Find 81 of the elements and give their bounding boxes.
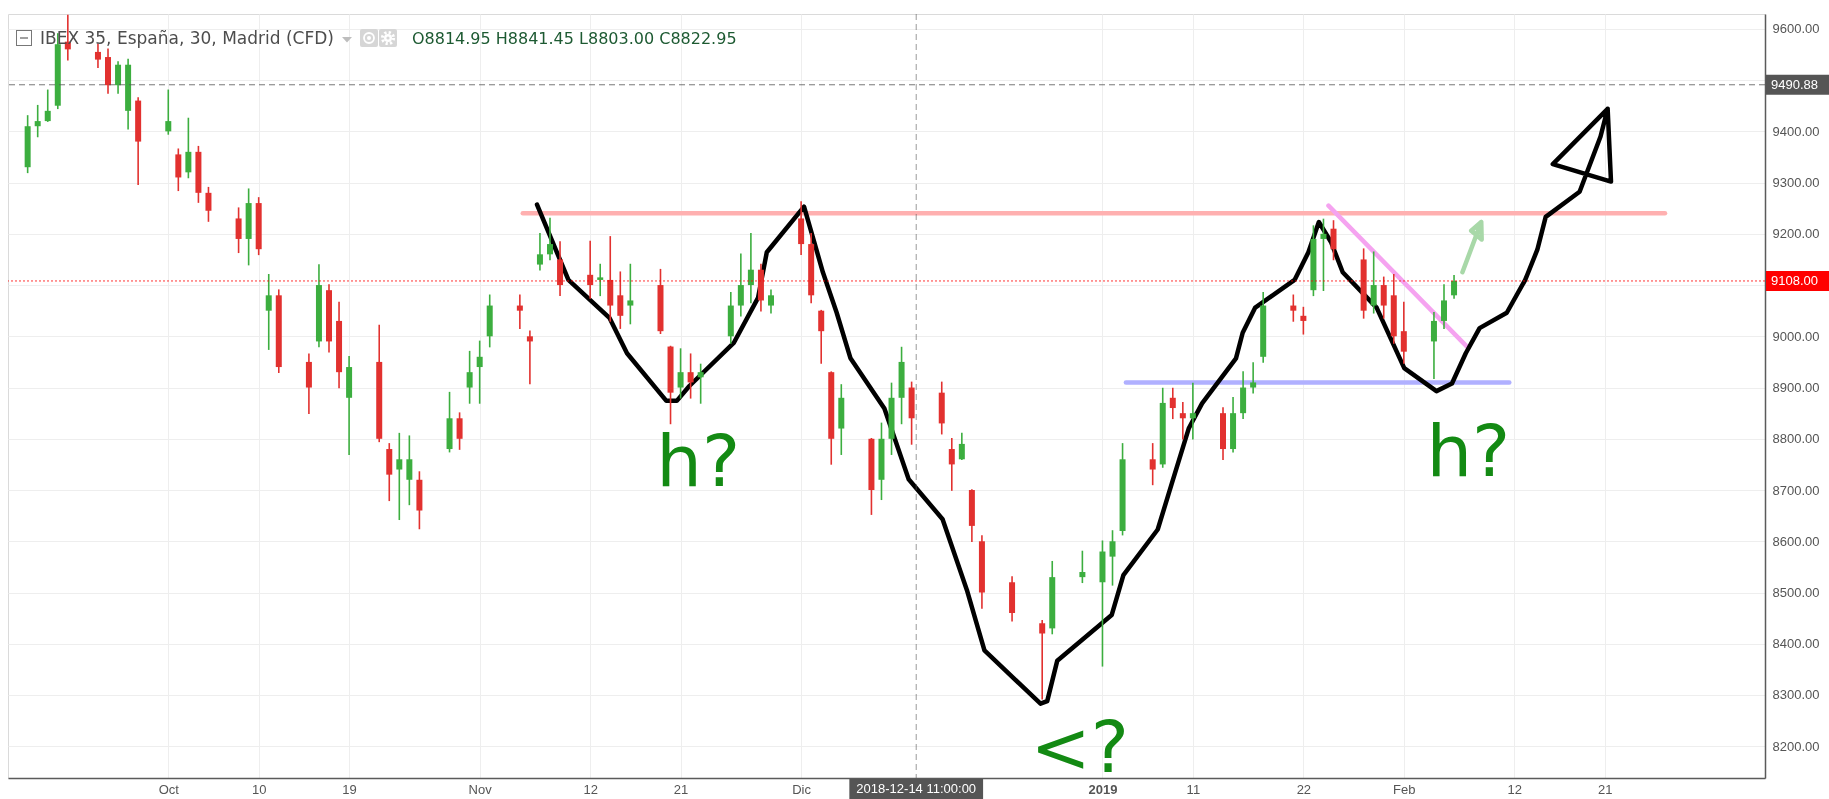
x-tick-label: 21 <box>1597 781 1613 797</box>
x-tick-label: Dic <box>792 781 812 797</box>
candlestick <box>205 186 212 222</box>
candlestick <box>747 233 754 304</box>
candlestick <box>1330 220 1337 261</box>
candlestick <box>1250 362 1257 394</box>
candlestick <box>687 353 694 399</box>
x-tick-label: 12 <box>1507 781 1523 797</box>
candlestick <box>1039 619 1046 700</box>
x-tick-label: 21 <box>673 781 689 797</box>
ref-line-label: 9490.88 <box>1771 76 1818 92</box>
y-tick-label: 9000.00 <box>1772 328 1820 344</box>
candlestick <box>818 309 825 364</box>
line-series <box>1460 219 1484 275</box>
x-tick-label: 22 <box>1296 781 1312 797</box>
candlestick <box>948 437 955 491</box>
candlestick <box>1451 275 1458 299</box>
y-tick-label: 8900.00 <box>1772 380 1820 396</box>
candlestick <box>1300 306 1307 335</box>
y-tick-label: 8200.00 <box>1772 738 1820 754</box>
x-tick-label: Oct <box>158 781 180 797</box>
x-tick-label: 11 <box>1186 781 1201 797</box>
candlestick <box>44 89 51 122</box>
candlestick <box>1109 530 1116 586</box>
candlestick <box>677 348 684 399</box>
y-tick-label: 8500.00 <box>1772 585 1820 601</box>
y-tick-label: 9200.00 <box>1772 226 1820 242</box>
candlestick <box>235 207 242 254</box>
candlestick <box>1430 311 1437 380</box>
candlestick <box>34 104 41 138</box>
candlestick <box>526 330 533 385</box>
y-tick-label: 8600.00 <box>1772 533 1820 549</box>
y-tick-label: 8700.00 <box>1772 482 1820 498</box>
candlestick <box>476 340 483 404</box>
candlestick <box>1179 402 1186 440</box>
candlestick <box>1441 284 1447 329</box>
candlestick <box>1380 276 1387 319</box>
candlestick <box>737 253 744 317</box>
y-tick-label: 9300.00 <box>1772 175 1820 191</box>
y-tick-label: 8300.00 <box>1772 687 1820 703</box>
candlestick <box>466 350 473 404</box>
candlestick <box>767 289 774 314</box>
y-tick-label: 9600.00 <box>1772 21 1820 37</box>
candlestick <box>958 432 965 461</box>
x-tick-label: Nov <box>468 781 493 797</box>
candlestick <box>115 61 122 94</box>
candlestick <box>1149 443 1156 486</box>
candlestick <box>546 217 553 261</box>
candlestick <box>185 117 192 179</box>
candlestick <box>1189 382 1196 440</box>
candlestick <box>1370 251 1377 314</box>
candlestick <box>175 148 182 192</box>
candlestick <box>597 263 604 297</box>
ref-line-label: 9108.00 <box>1771 272 1818 288</box>
candlestick <box>406 435 413 506</box>
y-tick-label: 9400.00 <box>1772 123 1820 139</box>
annotation: h? <box>656 418 741 503</box>
candlestick <box>1400 301 1407 364</box>
candlestick <box>516 294 523 329</box>
candlestick <box>627 263 634 325</box>
x-tick-label: 12 <box>583 781 598 797</box>
candlestick <box>165 89 172 135</box>
candlestick <box>1290 294 1297 322</box>
line-series <box>534 106 1614 706</box>
candlestick <box>1079 550 1086 584</box>
candlestick <box>697 363 704 404</box>
annotation: h? <box>1426 409 1511 494</box>
y-tick-label: 8800.00 <box>1772 431 1820 447</box>
x-tick-label: Feb <box>1393 781 1416 797</box>
candlestick <box>456 412 463 450</box>
candlestick <box>1169 387 1176 420</box>
candlestick <box>396 432 403 521</box>
candlestick <box>1320 218 1327 291</box>
ref-line-label: 2018-12-14 11:00:00 <box>856 781 977 796</box>
candlestick <box>617 271 624 329</box>
y-tick-label: 8400.00 <box>1772 636 1820 652</box>
annotation: O8814.95 H8841.45 L8803.00 C8822.95 <box>411 29 737 48</box>
x-tick-label: 10 <box>251 781 267 797</box>
candlestick <box>536 233 543 271</box>
candlestick <box>265 274 272 350</box>
x-tick-label: 19 <box>342 781 357 797</box>
